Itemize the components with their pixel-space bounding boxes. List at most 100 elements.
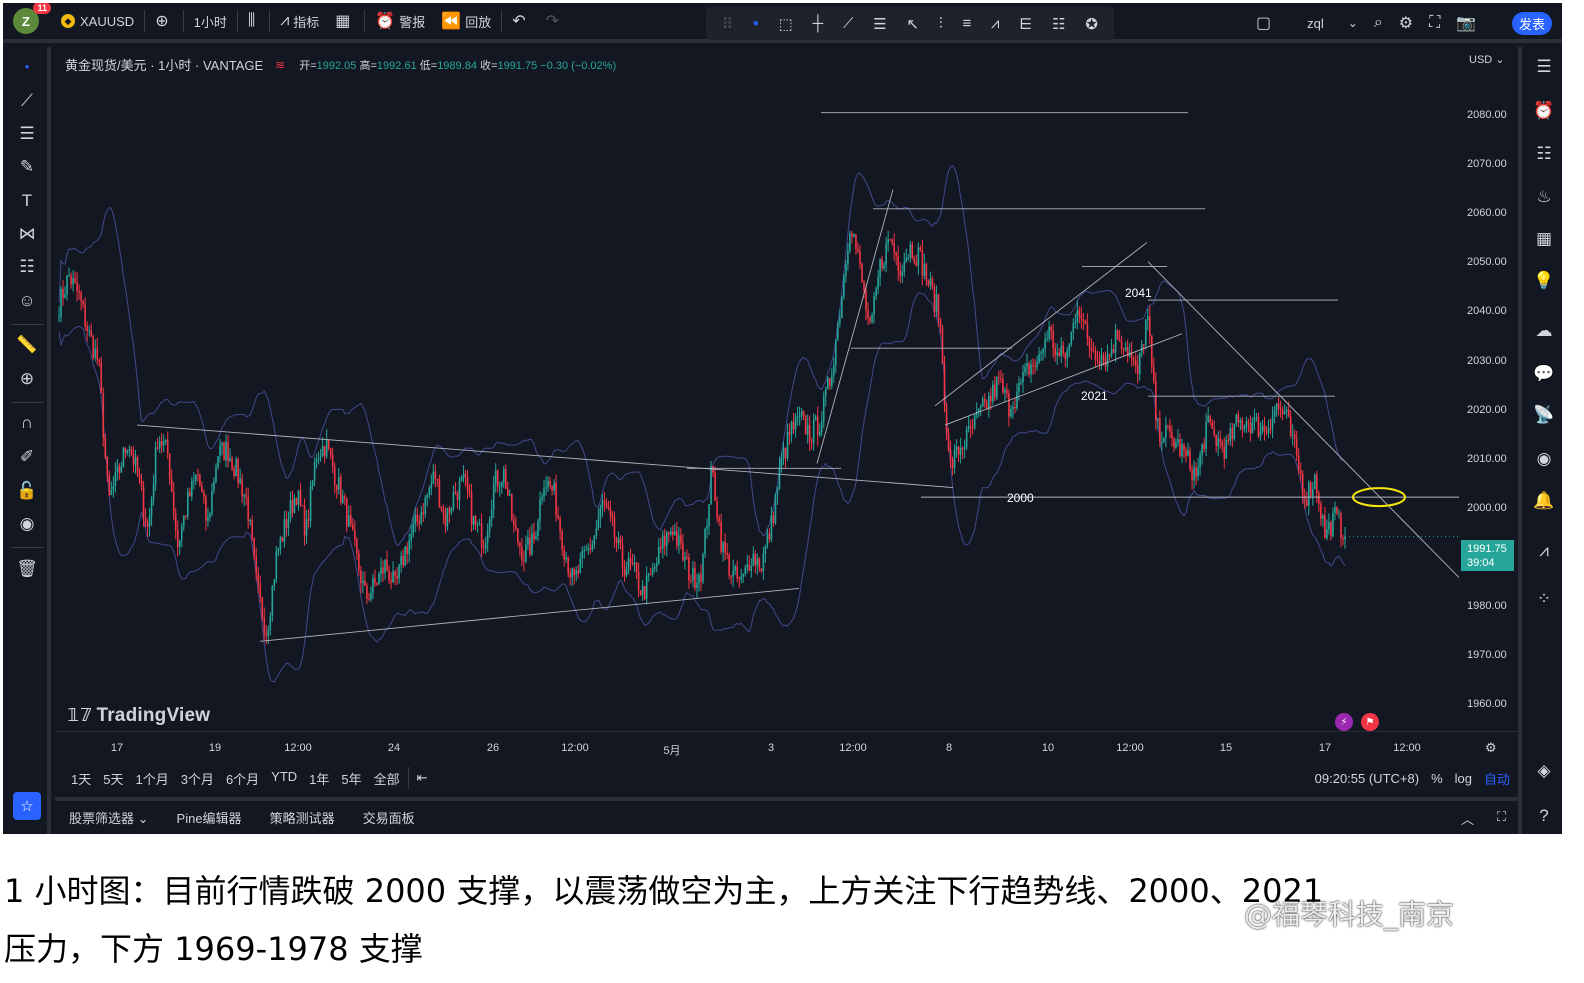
gear-icon[interactable]: ⚙ xyxy=(1398,15,1414,32)
color-dot-icon[interactable]: ● xyxy=(752,18,759,29)
indicators-button[interactable]: ⩘ 指标 xyxy=(272,3,327,41)
ideas-lightbulb-icon[interactable]: 💡 xyxy=(1533,271,1555,290)
play-stream-icon[interactable]: ◉ xyxy=(1536,449,1552,468)
ruler-tool-icon[interactable]: 📏 xyxy=(16,335,38,354)
price-tick-label: 1980.00 xyxy=(1467,600,1507,612)
symbol-search-button[interactable]: ◆ XAUUSD xyxy=(53,3,142,41)
time-axis[interactable]: 17 19 12:00 24 26 12:00 5月 3 12:00 8 10 12:00 15 17 12… xyxy=(55,731,1518,761)
object-tree-icon[interactable]: ☷ xyxy=(1536,144,1552,163)
layers-icon[interactable]: ◈ xyxy=(1537,761,1551,780)
vertical-line-icon[interactable]: ┼ xyxy=(812,15,824,32)
price-chart[interactable]: 2041 2021 2000 黄金现货/美元 · 1小时 · VANTAGE ≋ 开… xyxy=(55,47,1459,731)
currency-selector[interactable]: USD ⌄ xyxy=(1469,54,1505,66)
range-button[interactable]: 6个月 xyxy=(225,771,260,787)
range-button[interactable]: 5年 xyxy=(341,771,362,787)
dom-icon[interactable]: ⁘ xyxy=(1536,589,1552,608)
pattern-tool-icon[interactable]: ⋈ xyxy=(18,224,36,243)
user-avatar[interactable]: Z 11 xyxy=(13,3,51,34)
trading-panel-icon[interactable]: ⩘ xyxy=(1539,541,1549,560)
undo-button[interactable]: ↶ xyxy=(504,3,537,41)
crosshair-dot-icon[interactable]: ● xyxy=(24,62,30,71)
interval-button[interactable]: 1小时 xyxy=(186,3,235,41)
layout-square-icon[interactable]: ▢ xyxy=(1256,15,1272,32)
lock-icon[interactable]: 🔓 xyxy=(16,481,38,500)
gann-icon[interactable]: ☷ xyxy=(1052,15,1066,33)
fib-tool-icon[interactable]: ☰ xyxy=(19,124,35,143)
brush-tool-icon[interactable]: ✎ xyxy=(19,157,35,176)
tab-strategy-tester[interactable]: 策略测试器 xyxy=(269,811,335,826)
tab-stock-screener[interactable]: 股票筛选器 ⌄ xyxy=(69,811,149,826)
auto-scale-toggle[interactable]: 自动 xyxy=(1483,771,1510,787)
publish-button[interactable]: 发表 xyxy=(1512,12,1552,35)
range-button[interactable]: 1天 xyxy=(71,771,92,787)
range-button[interactable]: 3个月 xyxy=(180,771,214,787)
symbol-title[interactable]: 黄金现货/美元 · 1小时 · VANTAGE xyxy=(65,58,264,73)
alert-button[interactable]: ⏰ 警报 xyxy=(367,3,433,41)
zoom-in-icon[interactable]: ⊕ xyxy=(19,369,35,388)
fib-retracement-icon[interactable]: ☰ xyxy=(873,15,887,33)
emoji-tool-icon[interactable]: ☺ xyxy=(18,291,36,310)
range-button[interactable]: 5天 xyxy=(103,771,124,787)
candle-body xyxy=(124,447,127,454)
replay-button[interactable]: ⏪ 回放 xyxy=(433,3,499,41)
help-icon[interactable]: ? xyxy=(1539,806,1549,825)
prediction-tool-icon[interactable]: ☷ xyxy=(19,257,35,276)
maximize-panel-icon[interactable]: ⛶ xyxy=(1496,809,1506,824)
trash-icon[interactable]: 🗑 xyxy=(16,559,38,578)
drag-handle-icon[interactable]: ⠿ xyxy=(721,15,733,33)
range-button[interactable]: 全部 xyxy=(373,771,400,787)
camera-icon[interactable]: 📷 xyxy=(1456,15,1477,32)
redo-button[interactable]: ↷ xyxy=(538,3,571,41)
tab-pine-editor[interactable]: Pine编辑器 xyxy=(176,811,242,826)
compare-symbol-button[interactable]: ⊕ xyxy=(147,3,180,41)
cursor-icon[interactable]: ↖ xyxy=(906,15,920,33)
templates-button[interactable]: ▦ xyxy=(327,3,362,41)
pattern-icon[interactable]: ⩘ xyxy=(991,15,1000,32)
trend-line-tool-icon[interactable]: ⟋ xyxy=(21,91,33,110)
goto-date-icon[interactable]: ⇤ xyxy=(416,770,428,785)
fib-extension-icon[interactable]: ⋿ xyxy=(1019,15,1033,33)
candle-body xyxy=(74,278,76,282)
eye-icon[interactable]: ◉ xyxy=(19,514,35,533)
broadcast-icon[interactable]: 📡 xyxy=(1533,405,1555,424)
layout-name[interactable]: zql xyxy=(1307,15,1324,31)
time-tick-label: 24 xyxy=(387,742,401,754)
range-button[interactable]: 1个月 xyxy=(135,771,169,787)
favorites-star-icon[interactable]: ☆ xyxy=(13,792,41,820)
fullscreen-icon[interactable]: ⛶ xyxy=(1429,14,1441,31)
chart-type-button[interactable]: ⫼ xyxy=(240,3,267,41)
price-axis[interactable]: USD ⌄ 2080.00 2070.00 2060.00 2050.00 2040.0… xyxy=(1459,47,1518,731)
search-icon[interactable]: ⌕ xyxy=(1373,14,1383,31)
text-tool-icon[interactable]: T xyxy=(21,191,33,210)
hotlist-icon[interactable]: ♨ xyxy=(1536,187,1552,206)
streams-icon[interactable]: ☁ xyxy=(1535,321,1553,340)
axis-settings-gear-icon[interactable]: ⚙ xyxy=(1485,740,1497,755)
chat-icon[interactable]: 💬 xyxy=(1533,364,1555,383)
calendar-icon[interactable]: ▦ xyxy=(1535,229,1553,248)
parallel-channel-icon[interactable]: ⫶ xyxy=(938,15,943,32)
candle-body xyxy=(629,557,632,564)
clock-display[interactable]: 09:20:55 (UTC+8) xyxy=(1314,770,1420,786)
range-button[interactable]: 1年 xyxy=(309,771,330,787)
log-toggle[interactable]: log xyxy=(1454,770,1472,786)
range-button[interactable]: YTD xyxy=(271,768,298,784)
regression-icon[interactable]: ≡ xyxy=(962,15,972,32)
favorite-tools-icon[interactable]: ✪ xyxy=(1085,15,1098,33)
trend-line-icon[interactable]: ⟋ xyxy=(842,15,854,32)
us-flag-icon[interactable]: ⚑ xyxy=(1361,713,1379,731)
candle-body xyxy=(651,568,654,575)
candle-body xyxy=(386,559,388,571)
rectangle-tool-icon[interactable]: ⬚ xyxy=(778,15,793,33)
watchlist-icon[interactable]: ☰ xyxy=(1536,57,1552,76)
lightning-icon[interactable]: ⚡ xyxy=(1335,713,1353,731)
magnet-icon[interactable]: ∩ xyxy=(20,413,34,432)
tab-trading-panel[interactable]: 交易面板 xyxy=(362,811,415,826)
chevron-down-icon[interactable]: ⌄ xyxy=(1347,16,1358,30)
lock-drawing-icon[interactable]: ✐ xyxy=(19,447,35,466)
alarm-icon[interactable]: ⏰ xyxy=(1533,101,1555,120)
collapse-panel-icon[interactable]: ︿ xyxy=(1460,812,1474,827)
candle-body xyxy=(744,567,747,574)
percent-toggle[interactable]: % xyxy=(1431,770,1443,786)
notifications-bell-icon[interactable]: 🔔 xyxy=(1533,491,1555,510)
tradingview-logo[interactable]: 𝟙𝟟 TradingView xyxy=(67,705,210,727)
